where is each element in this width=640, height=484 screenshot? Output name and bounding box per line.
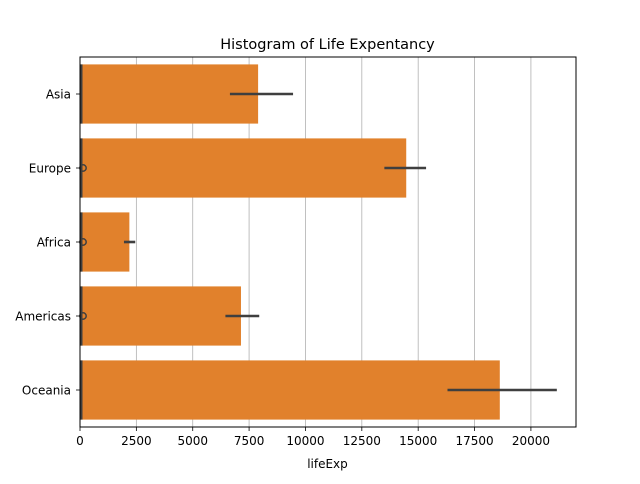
errorbar-layer: [123, 92, 557, 392]
x-tick-label-4: 10000: [286, 434, 324, 448]
box-europe: [80, 138, 83, 198]
x-tick-label-2: 5000: [177, 434, 208, 448]
x-tick-label-7: 17500: [455, 434, 493, 448]
x-axis: 0 2500 5000 7500 10000 12500 15000 17500 20000: [76, 427, 550, 448]
x-axis-label: lifeExp: [307, 457, 348, 471]
bar-oceania: [80, 360, 500, 420]
y-tick-label-americas: Americas: [15, 310, 71, 324]
bars-layer: [80, 64, 500, 420]
y-tick-label-oceania: Oceania: [22, 384, 71, 398]
y-tick-label-europe: Europe: [29, 162, 71, 176]
box-americas: [80, 286, 83, 346]
box-oceania: [80, 360, 83, 420]
x-tick-label-3: 7500: [234, 434, 265, 448]
x-tick-label-8: 20000: [512, 434, 550, 448]
box-africa: [80, 212, 83, 272]
y-tick-label-asia: Asia: [46, 88, 71, 102]
bar-americas: [80, 286, 241, 346]
x-tick-label-0: 0: [76, 434, 84, 448]
chart-title: Histogram of Life Expentancy: [220, 37, 435, 53]
y-axis: Asia Europe Africa Americas Oceania: [15, 88, 80, 398]
bar-asia: [80, 64, 259, 124]
x-tick-label-5: 12500: [343, 434, 381, 448]
x-tick-label-6: 15000: [399, 434, 437, 448]
box-asia: [80, 64, 83, 124]
bar-africa: [80, 212, 130, 272]
x-tick-label-1: 2500: [121, 434, 152, 448]
y-tick-label-africa: Africa: [37, 236, 71, 250]
bar-europe: [80, 138, 407, 198]
